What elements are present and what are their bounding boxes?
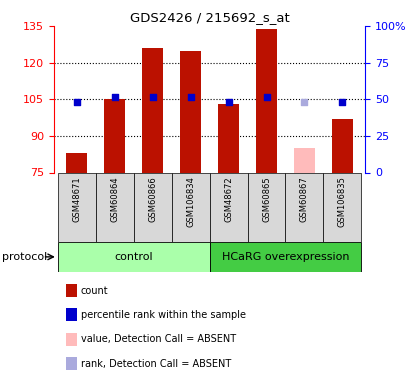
Point [225,99,232,105]
Point [263,94,270,100]
Bar [134,172,172,242]
Point [149,94,156,100]
Text: GSM60867: GSM60867 [300,176,309,222]
Point [301,99,308,105]
Text: GSM60864: GSM60864 [110,176,119,222]
Title: GDS2426 / 215692_s_at: GDS2426 / 215692_s_at [130,11,289,24]
Bar [58,242,210,272]
Text: HCaRG overexpression: HCaRG overexpression [222,252,349,262]
Text: GSM48672: GSM48672 [224,176,233,222]
Text: count: count [81,286,109,296]
Point [73,99,80,105]
Bar [96,172,134,242]
Bar [210,172,247,242]
Text: GSM60866: GSM60866 [148,176,157,222]
Bar [180,51,201,172]
Bar [58,172,96,242]
Point [339,99,346,105]
Point [187,94,194,100]
Text: GSM106834: GSM106834 [186,176,195,227]
Text: value, Detection Call = ABSENT: value, Detection Call = ABSENT [81,334,236,344]
Text: percentile rank within the sample: percentile rank within the sample [81,310,246,320]
Text: protocol: protocol [2,252,47,262]
Bar [104,99,125,172]
Text: GSM48671: GSM48671 [72,176,81,222]
Bar [172,172,210,242]
Bar [218,104,239,172]
Point [111,94,118,100]
Text: control: control [115,252,153,262]
Bar [294,148,315,172]
Text: rank, Detection Call = ABSENT: rank, Detection Call = ABSENT [81,359,231,369]
Bar [247,172,286,242]
Bar [66,153,87,173]
Bar [332,119,353,172]
Bar [286,172,323,242]
Bar [256,29,277,172]
Bar [142,48,163,172]
Bar [210,242,361,272]
Text: GSM60865: GSM60865 [262,176,271,222]
Bar [323,172,361,242]
Text: GSM106835: GSM106835 [338,176,347,227]
